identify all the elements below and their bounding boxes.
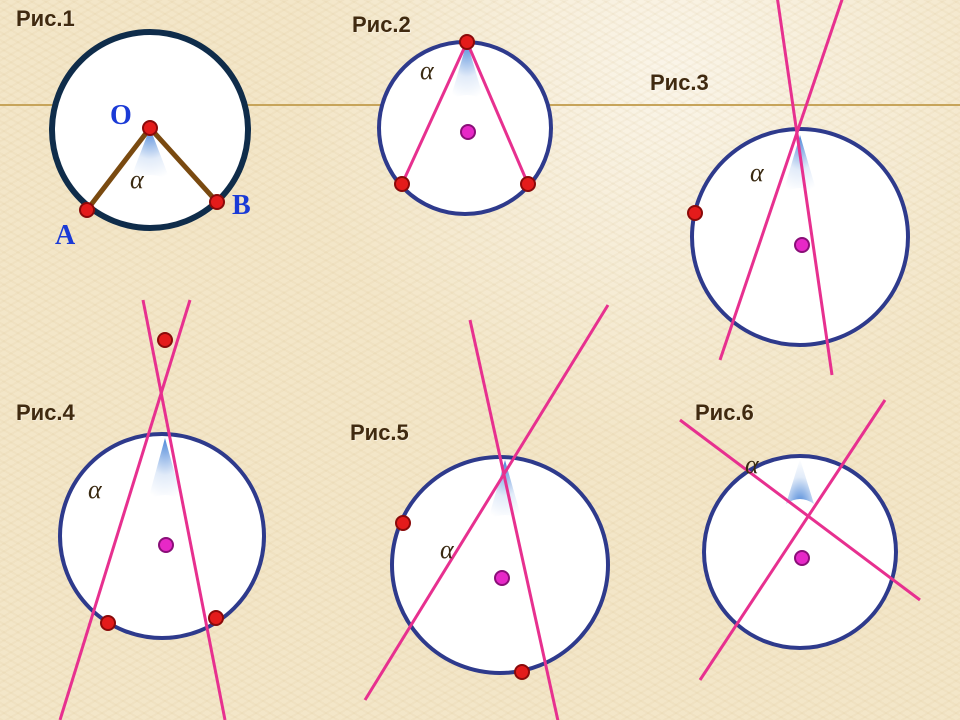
fig1-label-a: A	[55, 220, 75, 252]
fig1-label: Рис.1	[16, 6, 75, 32]
fig4-alpha: α	[88, 475, 102, 505]
fig4	[60, 300, 264, 720]
fig1-label-o: O	[110, 100, 132, 132]
fig6-alpha: α	[745, 450, 759, 480]
fig1-alpha: α	[130, 165, 144, 195]
fig4-dot-r	[209, 611, 223, 625]
fig1-dot-o	[143, 121, 157, 135]
fig5-dot-bottom	[515, 665, 529, 679]
fig3-alpha: α	[750, 158, 764, 188]
fig6-label: Рис.6	[695, 400, 754, 426]
fig5-label: Рис.5	[350, 420, 409, 446]
fig4-dot-apex	[158, 333, 172, 347]
fig2-dot-apex	[460, 35, 474, 49]
fig1	[52, 32, 248, 228]
fig4-label: Рис.4	[16, 400, 75, 426]
fig3-center-dot	[795, 238, 809, 252]
fig3-tangent-dot	[688, 206, 702, 220]
fig5-dot-chord	[396, 516, 410, 530]
fig2-dot-l	[395, 177, 409, 191]
fig2-dot-r	[521, 177, 535, 191]
fig3	[688, 0, 908, 375]
fig3-label: Рис.3	[650, 70, 709, 96]
fig6	[680, 400, 920, 680]
fig5	[365, 305, 608, 720]
fig2-label: Рис.2	[352, 12, 411, 38]
fig1-dot-a	[80, 203, 94, 217]
fig1-dot-b	[210, 195, 224, 209]
fig2	[379, 35, 551, 214]
fig4-center-dot	[159, 538, 173, 552]
fig2-center-dot	[461, 125, 475, 139]
fig5-alpha: α	[440, 535, 454, 565]
fig1-label-b: B	[232, 190, 251, 222]
fig6-center-dot	[795, 551, 809, 565]
fig4-dot-l	[101, 616, 115, 630]
fig2-alpha: α	[420, 56, 434, 86]
fig5-center-dot	[495, 571, 509, 585]
